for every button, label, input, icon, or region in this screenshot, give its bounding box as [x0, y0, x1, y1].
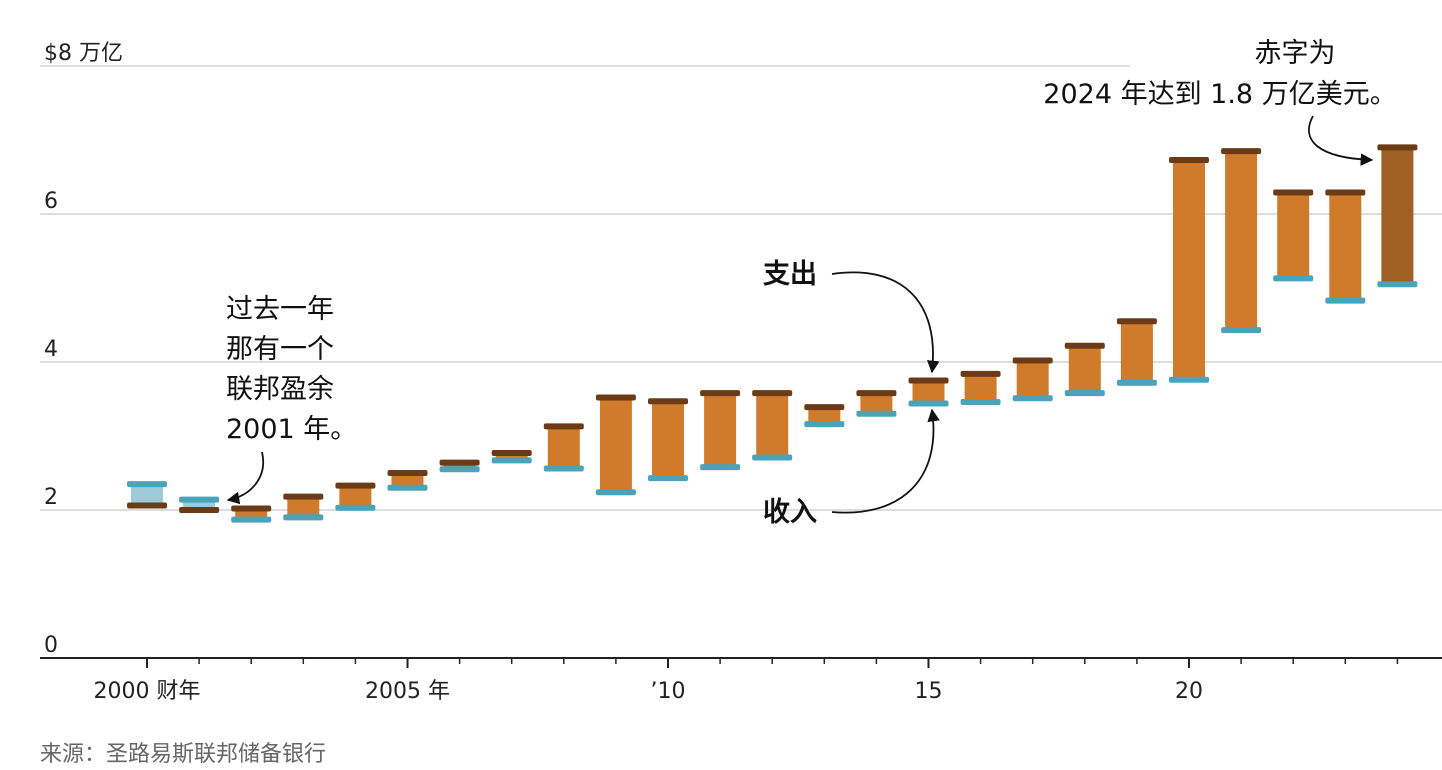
deficit-bar	[1277, 192, 1310, 279]
revenue-cap	[1325, 297, 1366, 304]
deficit-bar	[652, 401, 684, 479]
deficit-bar	[495, 453, 528, 461]
spending-cap	[648, 398, 688, 405]
annotation-spending: 支出	[763, 259, 817, 290]
spending-cap	[127, 502, 167, 509]
revenue-cap	[1377, 281, 1418, 288]
y-tick-label: 4	[44, 337, 58, 362]
deficit-bar	[235, 508, 268, 520]
revenue-cap	[804, 421, 845, 428]
revenue-cap	[908, 400, 949, 407]
deficit-bar	[547, 426, 580, 469]
spending-cap	[439, 459, 480, 466]
deficit-bar	[860, 393, 893, 414]
revenue-cap	[439, 466, 480, 473]
revenue-cap	[595, 489, 636, 496]
annotation-revenue: 收入	[763, 497, 817, 528]
revenue-cap	[179, 496, 220, 503]
deficit-bar	[1068, 345, 1101, 394]
spending-cap	[1116, 318, 1157, 325]
deficit-bar	[599, 397, 632, 493]
spending-cap	[491, 450, 532, 457]
spending-cap	[752, 390, 793, 397]
annotation-surplus: 过去一年那有一个联邦盈余 2001 年。	[226, 294, 357, 445]
revenue-cap	[491, 457, 532, 464]
deficit-bar	[1329, 192, 1362, 301]
spending-cap	[960, 370, 1001, 377]
revenue-cap	[1116, 379, 1157, 386]
deficit-bar	[1173, 159, 1205, 380]
spending-cap	[231, 505, 272, 512]
spending-cap	[1377, 144, 1418, 151]
revenue-cap	[543, 465, 584, 472]
deficit-bar	[391, 473, 424, 488]
deficit-bar	[808, 407, 841, 425]
deficit-bar	[443, 462, 476, 470]
y-tick-label: 6	[44, 189, 58, 214]
x-tick-label: 2005 年	[365, 679, 450, 704]
x-tick-label: 15	[915, 679, 943, 704]
revenue-cap	[1012, 395, 1053, 402]
deficit-bar	[1120, 321, 1153, 383]
revenue-cap	[1169, 376, 1209, 383]
revenue-cap	[648, 475, 688, 482]
spending-cap	[804, 404, 845, 411]
y-tick-label: 2	[44, 485, 58, 510]
spending-cap	[700, 390, 741, 397]
spending-cap	[179, 507, 220, 513]
annotation-arrow-surplus	[226, 451, 265, 505]
annotation-deficit-line1: 赤字为	[1255, 38, 1336, 69]
deficit-bar	[131, 484, 163, 506]
deficit-bar	[1381, 147, 1414, 285]
spending-cap	[335, 482, 376, 489]
revenue-cap	[856, 410, 897, 417]
deficit-bar	[704, 393, 737, 468]
spending-cap	[1273, 189, 1314, 196]
deficit-bar	[339, 485, 372, 508]
deficit-bar	[912, 380, 945, 404]
x-tick-label: 20	[1175, 679, 1203, 704]
revenue-cap	[1221, 327, 1262, 334]
revenue-cap	[283, 514, 324, 521]
deficit-bar	[1225, 151, 1258, 331]
spending-cap	[1012, 357, 1053, 364]
deficit-bar	[287, 496, 320, 518]
annotation-arrow-revenue	[831, 408, 940, 514]
spending-cap	[1325, 189, 1366, 196]
revenue-cap	[960, 398, 1001, 405]
revenue-cap	[387, 484, 428, 491]
x-tick-label: ’10	[651, 679, 686, 704]
revenue-cap	[1064, 390, 1105, 397]
spending-cap	[856, 390, 897, 397]
x-tick-label: 2000 财年	[94, 679, 201, 704]
deficit-bar	[1016, 360, 1049, 399]
spending-cap	[908, 377, 949, 384]
revenue-cap	[752, 454, 793, 461]
spending-cap	[595, 394, 636, 401]
revenue-cap	[335, 504, 376, 511]
spending-cap	[543, 423, 584, 430]
revenue-cap	[700, 464, 741, 471]
spending-cap	[1169, 156, 1209, 163]
deficit-bar	[183, 499, 216, 510]
annotation-arrow-deficit	[1308, 115, 1374, 166]
spending-cap	[387, 470, 428, 476]
source-note: 来源：圣路易斯联邦储备银行	[40, 742, 327, 767]
revenue-cap	[231, 516, 272, 523]
spending-cap	[1064, 342, 1105, 349]
revenue-cap	[1273, 275, 1314, 282]
spending-cap	[283, 493, 324, 500]
revenue-cap	[127, 481, 167, 488]
spending-cap	[1221, 148, 1262, 155]
deficit-bar	[756, 393, 789, 458]
annotation-arrow-spending	[831, 271, 940, 374]
deficit-bar	[964, 373, 997, 402]
y-tick-label: 0	[44, 633, 58, 658]
annotation-deficit-line2: 2024 年达到 1.8 万亿美元。	[1043, 79, 1396, 110]
y-tick-label: $8 万亿	[44, 41, 123, 66]
